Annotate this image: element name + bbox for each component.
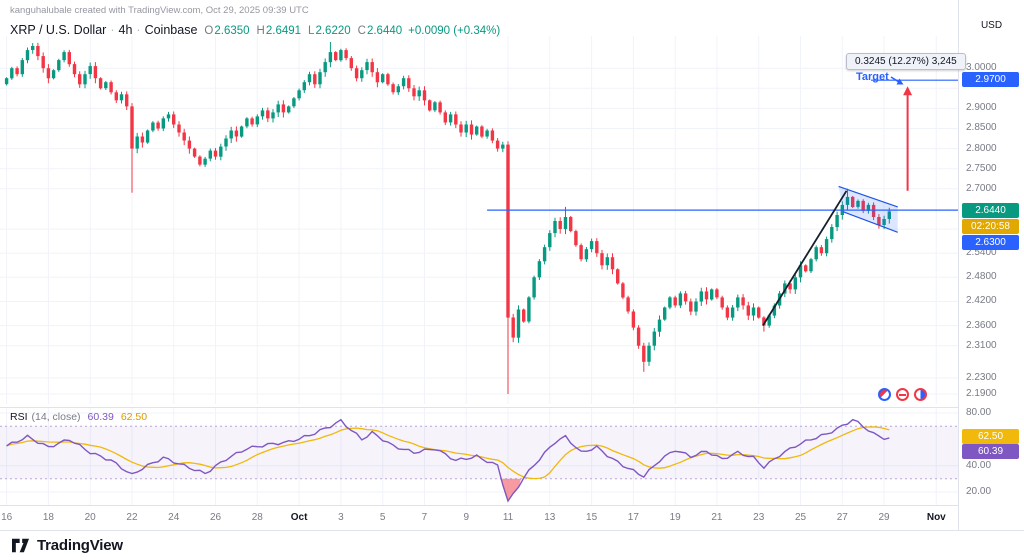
time-label: 11 xyxy=(502,512,514,523)
time-label: 20 xyxy=(84,512,96,523)
time-label: 23 xyxy=(753,512,765,523)
price-tick: 2.4800 xyxy=(966,271,997,283)
time-label: 19 xyxy=(669,512,681,523)
rsi-ma-badge: 62.50 xyxy=(962,429,1019,445)
price-chart-pane[interactable] xyxy=(0,28,958,408)
time-axis-separator xyxy=(0,505,1024,506)
sticker-icon-1[interactable] xyxy=(878,388,891,401)
time-label: 17 xyxy=(627,512,639,523)
legend-separator: · xyxy=(136,23,141,37)
symbol-legend[interactable]: XRP / U.S. Dollar · 4h · Coinbase O2.6350 H2.6… xyxy=(10,23,500,37)
exchange-label: Coinbase xyxy=(144,23,198,37)
rsi-title: RSI xyxy=(10,411,28,423)
time-axis[interactable]: 16 18 20 22 24 26 28 Oct 3 5 7 9 11 13 15 17 19 21 23 25 27 2… xyxy=(0,506,958,530)
time-label: Nov xyxy=(926,512,946,523)
close-value: 2.6440 xyxy=(366,25,403,37)
price-tick: 2.8000 xyxy=(966,142,997,154)
interval-label: 4h xyxy=(118,23,133,37)
rsi-params: (14, close) xyxy=(31,411,81,423)
rsi-indicator-pane[interactable] xyxy=(0,408,958,505)
rsi-value-badge: 60.39 xyxy=(962,444,1019,460)
time-label: 21 xyxy=(711,512,723,523)
open-label: O xyxy=(204,25,214,37)
time-label: 29 xyxy=(878,512,890,523)
price-tick: 2.7500 xyxy=(966,162,997,174)
time-label: 27 xyxy=(836,512,848,523)
target-label[interactable]: Target xyxy=(856,71,889,83)
price-axis[interactable]: USD 3.0000 2.9000 2.8500 2.8000 2.7500 2.7000… xyxy=(958,0,1024,530)
legend-separator: · xyxy=(110,23,115,37)
time-label: Oct xyxy=(290,512,308,523)
target-price-badge: 2.9700 xyxy=(962,72,1019,88)
time-label: 9 xyxy=(463,512,470,523)
footer-bar: TradingView xyxy=(0,530,1024,560)
time-label: 18 xyxy=(42,512,54,523)
pane-separator[interactable] xyxy=(0,407,1024,408)
rsi-tick: 20.00 xyxy=(966,486,992,498)
time-label: 28 xyxy=(251,512,263,523)
price-tick: 2.1900 xyxy=(966,387,997,399)
time-label: 15 xyxy=(586,512,598,523)
time-label: 22 xyxy=(126,512,138,523)
sticker-icon-3[interactable] xyxy=(914,388,927,401)
bar-countdown-badge: 02:20:58 xyxy=(962,219,1019,235)
low-value: 2.6220 xyxy=(315,25,351,37)
symbol-title: XRP / U.S. Dollar xyxy=(10,23,107,37)
rsi-tick: 80.00 xyxy=(966,407,992,418)
price-tick: 2.3600 xyxy=(966,319,997,331)
price-tick: 2.5400 xyxy=(966,247,997,259)
time-label: 13 xyxy=(544,512,556,523)
price-tick: 2.4200 xyxy=(966,295,997,307)
attribution-text: kanguhalubale created with TradingView.c… xyxy=(10,5,309,16)
close-label: C xyxy=(357,25,366,37)
open-value: 2.6350 xyxy=(214,25,250,37)
low-label: L xyxy=(308,25,315,37)
currency-label: USD xyxy=(980,20,1003,31)
rsi-value: 60.39 xyxy=(87,411,114,423)
time-label: 24 xyxy=(168,512,180,523)
target-measure-box[interactable]: 0.3245 (12.27%) 3,245 xyxy=(846,53,966,70)
sticker-icons[interactable] xyxy=(878,388,927,401)
rsi-legend[interactable]: RSI (14, close) 60.39 62.50 xyxy=(10,411,147,423)
hline-price-badge: 2.6300 xyxy=(962,235,1019,251)
price-tick: 3.0000 xyxy=(966,62,997,74)
change-value: +0.0090 (+0.34%) xyxy=(408,25,501,37)
time-label: 5 xyxy=(379,512,386,523)
time-label: 25 xyxy=(794,512,807,523)
sticker-icon-2[interactable] xyxy=(896,388,909,401)
rsi-ma-value: 62.50 xyxy=(120,411,148,423)
tradingview-logo-icon[interactable] xyxy=(10,537,31,554)
high-value: 2.6491 xyxy=(265,25,302,37)
price-tick: 2.7000 xyxy=(966,182,997,194)
high-label: H xyxy=(256,25,265,37)
price-tick: 2.9000 xyxy=(966,102,997,114)
last-price-badge: 2.6440 xyxy=(962,203,1019,219)
time-label: 7 xyxy=(421,512,428,523)
time-label: 26 xyxy=(209,512,222,523)
time-label: 16 xyxy=(1,512,13,523)
time-label: 3 xyxy=(338,512,344,523)
price-tick: 2.2300 xyxy=(966,371,997,383)
brand-wordmark[interactable]: TradingView xyxy=(37,537,123,554)
price-tick: 2.3100 xyxy=(966,339,997,351)
rsi-tick: 40.00 xyxy=(966,459,992,471)
price-tick: 2.8500 xyxy=(966,122,997,134)
